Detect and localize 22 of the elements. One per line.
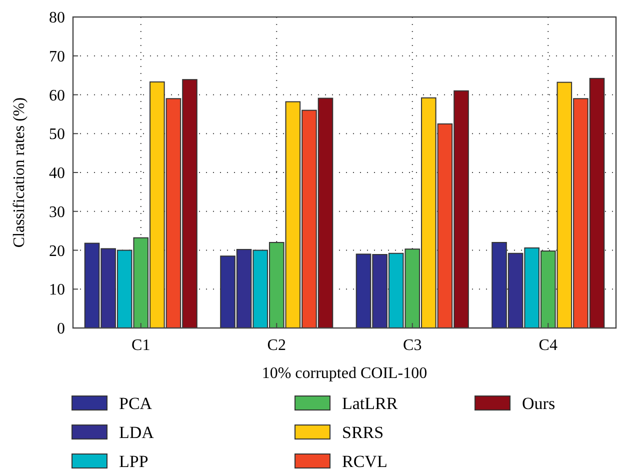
y-tick-label: 70 (49, 48, 65, 66)
y-tick-label: 20 (49, 242, 65, 260)
x-tick-label: C4 (538, 337, 558, 354)
y-tick-label: 10 (49, 282, 65, 299)
x-tick-label: C3 (403, 337, 422, 354)
legend-label: LDA (119, 422, 155, 442)
y-axis-title: Classification rates (%) (11, 97, 28, 248)
y-tick-label: 80 (49, 10, 65, 27)
legend-label: LatLRR (342, 394, 398, 413)
legend-label: PCA (119, 394, 153, 413)
x-tick-label: C2 (267, 337, 286, 354)
legend-label: RCVL (342, 452, 388, 470)
legend-label: LPP (119, 452, 148, 470)
legend-label: Ours (522, 394, 556, 413)
x-tick-label: C1 (132, 337, 150, 354)
legend-label: SRRS (342, 422, 384, 442)
y-tick-label: 40 (49, 165, 65, 182)
y-tick-label: 30 (49, 204, 65, 221)
y-tick-label: 0 (57, 320, 65, 338)
x-axis-title: 10% corrupted COIL-100 (262, 365, 428, 382)
y-tick-label: 50 (49, 126, 65, 144)
y-tick-label: 60 (49, 87, 65, 104)
